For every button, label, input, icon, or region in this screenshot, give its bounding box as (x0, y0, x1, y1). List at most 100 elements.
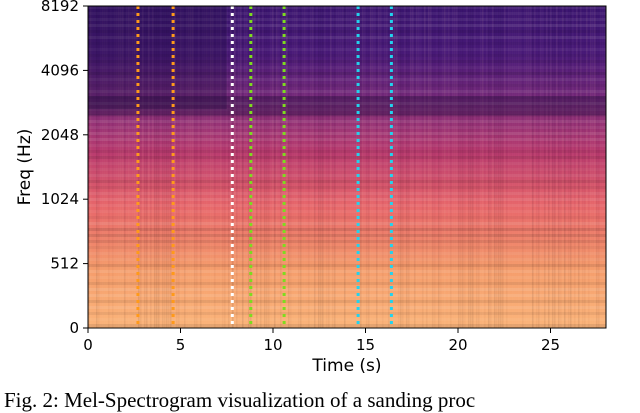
spectrogram-stripe (416, 6, 418, 328)
spectrogram-stripe (394, 6, 396, 328)
spectrogram-stripe (292, 6, 294, 328)
spectrogram-stripe (360, 6, 362, 328)
x-axis: 0 5 10 15 20 25 (83, 328, 560, 354)
spectrogram-band (88, 24, 606, 27)
plot-area (87, 5, 607, 329)
spectrogram-band (88, 282, 606, 285)
spectrogram-stripe (274, 6, 276, 328)
spectrogram-stripe (586, 6, 588, 328)
spectrogram-band (88, 42, 606, 45)
spectrogram-stripe (168, 6, 170, 328)
spectrogram-stripe (470, 6, 472, 328)
spectrogram-stripe (236, 6, 238, 328)
spectrogram-stripe (410, 6, 412, 328)
spectrogram-stripe (450, 6, 452, 328)
spectrogram-stripe (342, 6, 344, 328)
spectrogram-stripe (150, 6, 152, 328)
spectrogram-stripe (174, 6, 176, 328)
spectrogram-stripe (548, 6, 550, 328)
spectrogram-band (88, 252, 606, 255)
spectrogram-stripe (474, 6, 476, 328)
spectrogram-stripe (502, 6, 504, 328)
spectrogram-stripe (352, 6, 354, 328)
spectrogram-stripe (194, 6, 196, 328)
spectrogram-stripe (538, 6, 540, 328)
spectrogram-stripe (382, 6, 384, 328)
spectrogram-stripe (562, 6, 564, 328)
spectrogram-stripe (166, 6, 168, 328)
spectrogram-stripe (460, 6, 462, 328)
spectrogram-stripe (396, 6, 398, 328)
spectrogram-stripe (334, 6, 336, 328)
spectrogram-band (88, 222, 606, 225)
spectrogram-stripe (338, 6, 340, 328)
spectrogram-stripe (312, 6, 314, 328)
spectrogram-stripe (258, 6, 260, 328)
spectrogram-stripe (294, 6, 296, 328)
spectrogram-stripe (408, 6, 410, 328)
spectrogram-stripe (266, 6, 268, 328)
spectrogram-band (88, 144, 606, 147)
spectrogram-stripe (594, 6, 596, 328)
spectrogram-stripe (584, 6, 586, 328)
spectrogram-stripe (564, 6, 566, 328)
y-tick-label: 1024 (41, 190, 79, 208)
spectrogram-stripe (238, 6, 240, 328)
spectrogram-stripe (422, 6, 424, 328)
spectrogram-stripe (454, 6, 456, 328)
spectrogram-stripe (492, 6, 494, 328)
spectrogram-stripe (500, 6, 502, 328)
spectrogram-stripe (144, 6, 146, 328)
spectrogram-stripe (378, 6, 380, 328)
spectrogram-dark-band (88, 96, 606, 116)
y-tick-label: 512 (50, 255, 79, 273)
plot-frame (87, 5, 607, 329)
spectrogram-stripe (434, 6, 436, 328)
spectrogram-stripe (486, 6, 488, 328)
spectrogram-stripe (188, 6, 190, 328)
spectrogram-stripe (264, 6, 266, 328)
spectrogram-stripe (462, 6, 464, 328)
spectrogram-stripe (504, 6, 506, 328)
spectrogram-stripe (124, 6, 126, 328)
spectrogram-stripe (514, 6, 516, 328)
spectrogram-band (88, 30, 606, 33)
spectrogram-stripe (270, 6, 272, 328)
spectrogram-band (88, 258, 606, 261)
spectrogram-stripe (576, 6, 578, 328)
spectrogram-stripe (254, 6, 256, 328)
spectrogram-stripe (336, 6, 338, 328)
spectrogram-band (88, 114, 606, 117)
spectrogram-stripe (484, 6, 486, 328)
spectrogram-stripe (430, 6, 432, 328)
spectrogram-stripe (542, 6, 544, 328)
spectrogram-stripe (598, 6, 600, 328)
spectrogram-band (88, 54, 606, 57)
y-tick-label: 8192 (41, 0, 79, 15)
spectrogram-stripe (534, 6, 536, 328)
spectrogram-stripe (478, 6, 480, 328)
spectrogram-band (88, 84, 606, 87)
spectrogram-stripe (302, 6, 304, 328)
spectrogram-band (88, 18, 606, 21)
spectrogram-band (88, 36, 606, 39)
spectrogram-band (88, 240, 606, 243)
spectrogram-stripe (320, 6, 322, 328)
spectrogram-band (88, 186, 606, 189)
spectrogram-band (88, 312, 606, 315)
spectrogram-stripe (120, 6, 122, 328)
spectrogram-stripe (554, 6, 556, 328)
spectrogram-band (88, 108, 606, 111)
spectrogram-stripe (464, 6, 466, 328)
x-tick-label: 5 (176, 336, 186, 354)
spectrogram-stripe (490, 6, 492, 328)
spectrogram-stripe (212, 6, 214, 328)
spectrogram-stripe (272, 6, 274, 328)
spectrogram-stripe (540, 6, 542, 328)
spectrogram-stripe (308, 6, 310, 328)
spectrogram-band (88, 96, 606, 99)
spectrogram-stripe (426, 6, 428, 328)
spectrogram-band (88, 234, 606, 237)
spectrogram-stripe (546, 6, 548, 328)
spectrogram-stripe (240, 6, 242, 328)
